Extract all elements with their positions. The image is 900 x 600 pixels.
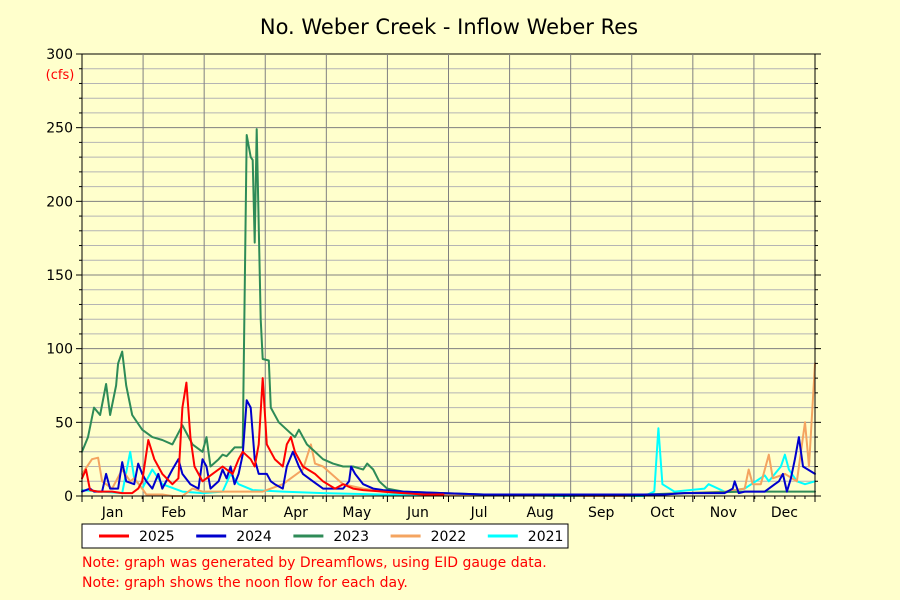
series-line-2022 xyxy=(81,362,816,497)
x-tick-label: Aug xyxy=(526,505,553,521)
series-line-2023 xyxy=(81,128,816,496)
x-axis: Jan Feb Mar Apr May Jun Jul Aug Sep Oct Nov Dec xyxy=(81,495,816,521)
note-line-2: Note: graph shows the noon flow for each… xyxy=(82,575,408,591)
note-line-1: Note: graph was generated by Dreamflows,… xyxy=(82,555,547,571)
legend-label: 2024 xyxy=(236,529,272,545)
x-tick-label: Jul xyxy=(470,505,488,521)
x-tick-label: Mar xyxy=(221,505,248,521)
series-line-2024 xyxy=(81,399,816,496)
x-tick-label: Dec xyxy=(771,505,798,521)
series-line-2025 xyxy=(81,377,445,496)
chart-title: No. Weber Creek - Inflow Weber Res xyxy=(260,15,638,39)
x-tick-label: Oct xyxy=(650,505,675,521)
y-tick-label: 100 xyxy=(46,342,73,358)
series-lines xyxy=(81,128,816,497)
x-tick-label: Jan xyxy=(101,505,124,521)
grid xyxy=(82,54,815,496)
y-tick-label: 150 xyxy=(46,268,73,284)
legend: 2025 2024 2023 2022 2021 xyxy=(81,523,569,549)
legend-label: 2025 xyxy=(139,529,175,545)
y-tick-label: 250 xyxy=(46,121,73,137)
y-tick-label: 50 xyxy=(55,415,73,431)
legend-label: 2023 xyxy=(333,529,369,545)
x-tick-label: Feb xyxy=(161,505,186,521)
y-tick-label: 300 xyxy=(46,47,73,63)
y-axis: 0 50 100 150 200 250 300 xyxy=(46,47,821,505)
y-axis-unit-label: (cfs) xyxy=(46,68,75,83)
x-tick-label: Apr xyxy=(284,505,308,521)
legend-label: 2021 xyxy=(528,529,564,545)
x-tick-label: Sep xyxy=(588,505,615,521)
x-tick-label: May xyxy=(342,505,371,521)
legend-box xyxy=(81,523,569,549)
x-tick-label: Jun xyxy=(406,505,429,521)
x-tick-label: Nov xyxy=(710,505,737,521)
y-tick-label: 0 xyxy=(64,489,73,505)
y-tick-label: 200 xyxy=(46,194,73,210)
legend-label: 2022 xyxy=(431,529,467,545)
